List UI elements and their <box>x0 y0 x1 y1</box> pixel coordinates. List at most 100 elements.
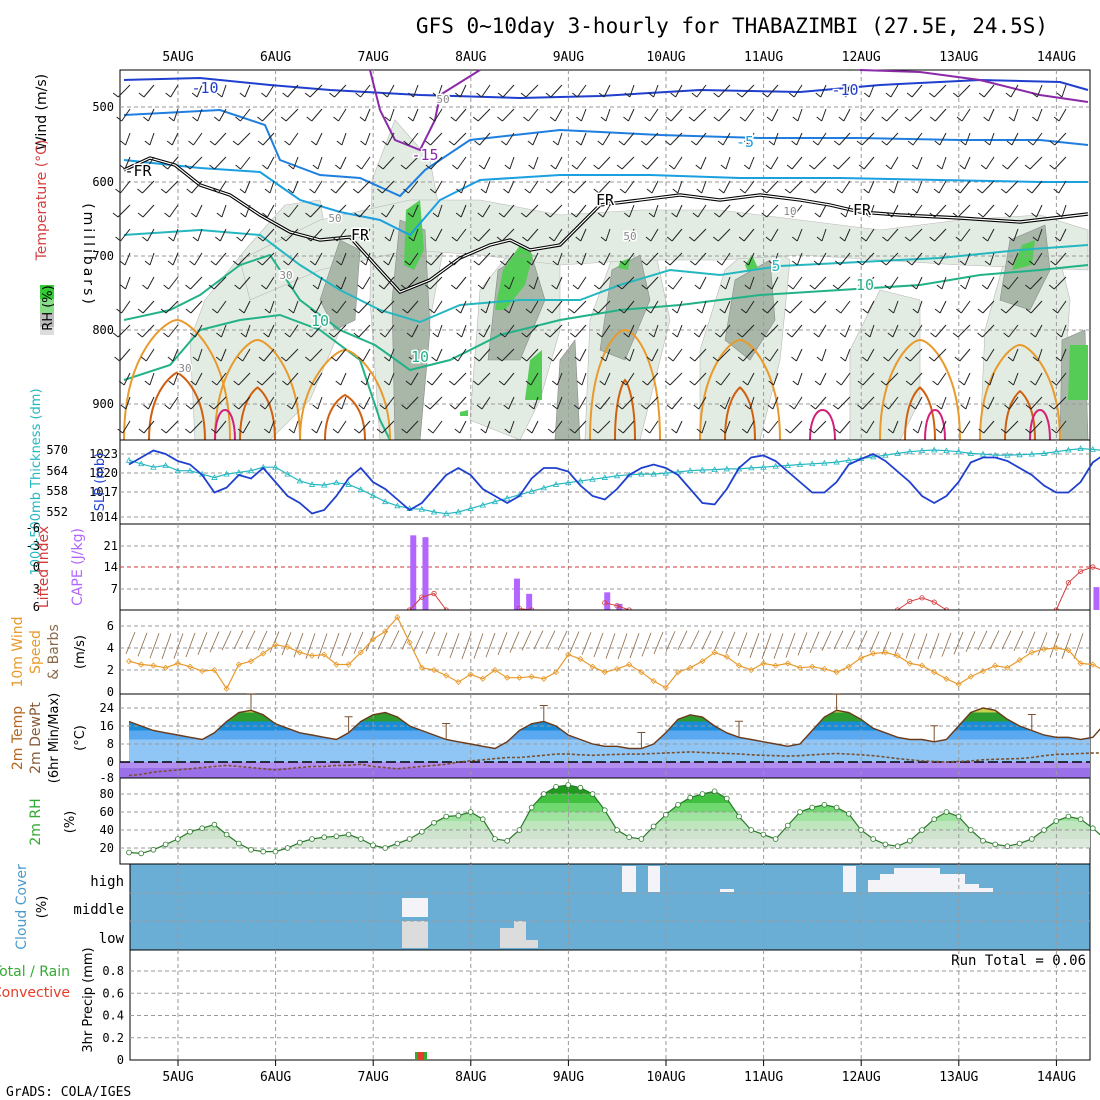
wind-barb <box>409 252 419 266</box>
wind-barb-flag <box>952 332 959 338</box>
wind-barb <box>477 108 491 122</box>
wind-barb <box>934 108 947 122</box>
wind-barb-flag <box>402 308 408 314</box>
wind-barb <box>221 204 227 218</box>
wind-barb-flag <box>503 308 510 314</box>
wind-barb <box>1030 420 1043 434</box>
wind-speed-point <box>979 668 987 675</box>
isotherm <box>123 228 1089 324</box>
wind-barb <box>262 228 275 242</box>
wind-barb-flag <box>955 236 962 242</box>
wind-barb-flag <box>328 332 335 338</box>
surface-wind-barb <box>569 631 580 653</box>
rh-point <box>357 836 364 842</box>
wind-barb-flag <box>1008 380 1014 386</box>
wind-speed-point <box>186 663 194 670</box>
wind-barb <box>358 324 371 338</box>
wind-barb-flag <box>521 356 528 362</box>
precip-ticks: 0.80.60.40.20 <box>102 964 124 1067</box>
wind-barb <box>1013 108 1019 122</box>
surface-wind-barb <box>137 632 148 657</box>
wind-barb <box>938 180 947 194</box>
surface-wind-barb <box>161 633 172 660</box>
wind-barb <box>434 108 443 122</box>
isotherm <box>123 253 1089 372</box>
bottom-date-label: 13AUG <box>939 1070 978 1085</box>
wind-barb <box>554 108 563 122</box>
thickness-marker <box>723 465 730 472</box>
wind-barb <box>573 180 587 194</box>
wind-barb-flag <box>574 356 581 362</box>
wind-barb-flag <box>376 308 383 314</box>
wind-speed-point <box>577 655 584 663</box>
wind-barb <box>239 276 251 290</box>
wind-barb <box>293 300 299 314</box>
wind-barb-flag <box>472 116 479 122</box>
wind-barb <box>287 84 299 98</box>
cloud-high-block <box>940 874 965 892</box>
wind-barb <box>861 132 875 146</box>
surface-wind-barb <box>701 630 712 650</box>
wind-barb-flag <box>690 260 696 266</box>
wind-barb <box>915 396 923 410</box>
rh-point <box>589 791 596 797</box>
wind-barb <box>867 300 875 314</box>
wind-barb <box>503 372 515 386</box>
wind-barb-flag <box>982 236 988 242</box>
wind-barb-flag <box>354 212 360 218</box>
wind-speed-point <box>247 658 255 665</box>
wind-barb <box>868 84 875 98</box>
wind-barb <box>460 204 467 218</box>
wind-barb <box>413 84 419 98</box>
wind-barb-flag <box>906 260 913 266</box>
wind-barb <box>411 324 419 338</box>
wind-barb-flag <box>185 428 191 434</box>
surface-wind-barb <box>905 633 916 659</box>
wind-barb-flag <box>598 260 605 266</box>
thickness-marker <box>845 457 852 463</box>
wind-barb-flag <box>287 284 294 290</box>
wind-barb-flag <box>192 116 198 122</box>
wind-barb-flag <box>235 164 241 170</box>
contour-label: 10 <box>411 348 429 366</box>
wind-barb-flag <box>354 428 360 434</box>
wind-barb <box>888 396 899 410</box>
lifted-index-point <box>907 598 913 605</box>
wind-barb <box>693 108 707 122</box>
wind-barb <box>1056 372 1067 386</box>
wind-barb <box>503 204 515 218</box>
rh-point <box>614 827 620 833</box>
wind-barb-flag <box>959 380 965 386</box>
rh-point <box>1016 840 1023 847</box>
wind-barb-flag <box>864 212 871 218</box>
thickness-marker <box>284 470 291 477</box>
wind-barb-flag <box>405 380 412 386</box>
wind-barb <box>677 180 683 194</box>
wind-barb-flag <box>546 308 553 314</box>
wind-speed-point <box>479 675 486 682</box>
credit-label: GrADS: COLA/IGES <box>6 1085 131 1100</box>
surface-wind-barb <box>401 630 412 650</box>
wind-barb-flag <box>716 260 723 266</box>
cloud-low-block <box>526 940 538 948</box>
wind-barb-flag <box>885 164 892 170</box>
wind-barb <box>598 180 611 194</box>
wind-speed-point <box>284 643 291 650</box>
wind-barb <box>388 372 395 386</box>
wind-barb <box>508 300 515 314</box>
wind-barb <box>718 108 731 122</box>
wind-barb <box>957 84 971 98</box>
wind-barb <box>917 420 923 434</box>
wind-barb-flag <box>357 356 364 362</box>
top-date-label: 13AUG <box>939 50 978 65</box>
wind-barb <box>1061 84 1067 98</box>
wind-barb <box>771 108 779 122</box>
wind-barb-flag <box>359 116 366 122</box>
wind-barb <box>358 300 371 314</box>
wind-barb <box>621 396 635 410</box>
wind-barb-flag <box>713 116 720 122</box>
wind-barb-flag <box>956 116 963 122</box>
wind-barb <box>407 300 419 314</box>
wind-barb-flag <box>188 140 194 146</box>
wind-barb-flag <box>912 308 919 314</box>
